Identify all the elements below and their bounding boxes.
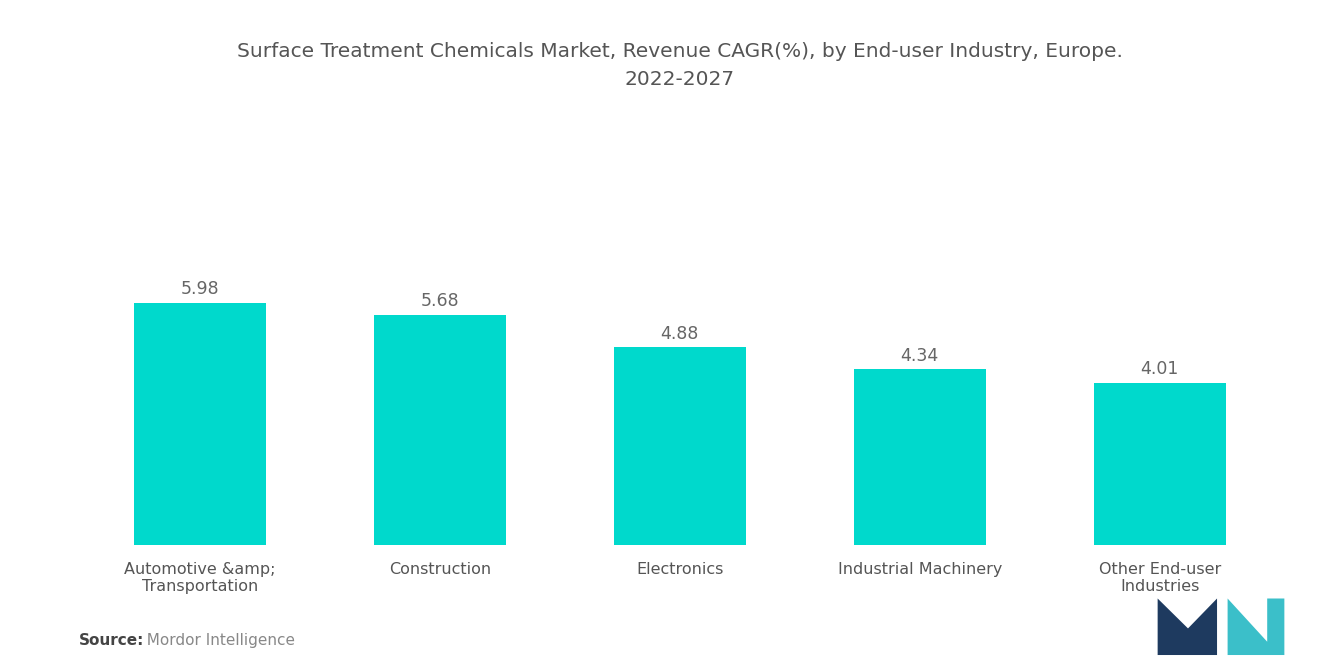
Text: 5.98: 5.98 (181, 280, 219, 298)
Bar (374, 315, 506, 545)
Bar (133, 303, 265, 545)
Title: Surface Treatment Chemicals Market, Revenue CAGR(%), by End-user Industry, Europ: Surface Treatment Chemicals Market, Reve… (236, 42, 1123, 89)
Text: 4.34: 4.34 (900, 346, 939, 364)
Polygon shape (1228, 598, 1284, 655)
Bar (614, 348, 746, 545)
Bar (854, 369, 986, 545)
Text: Source:: Source: (79, 633, 145, 648)
Text: Mordor Intelligence: Mordor Intelligence (137, 633, 296, 648)
Bar (1094, 383, 1226, 545)
Polygon shape (1158, 598, 1217, 655)
Text: 4.01: 4.01 (1140, 360, 1179, 378)
Text: 4.88: 4.88 (660, 325, 700, 342)
Text: 5.68: 5.68 (421, 292, 459, 310)
